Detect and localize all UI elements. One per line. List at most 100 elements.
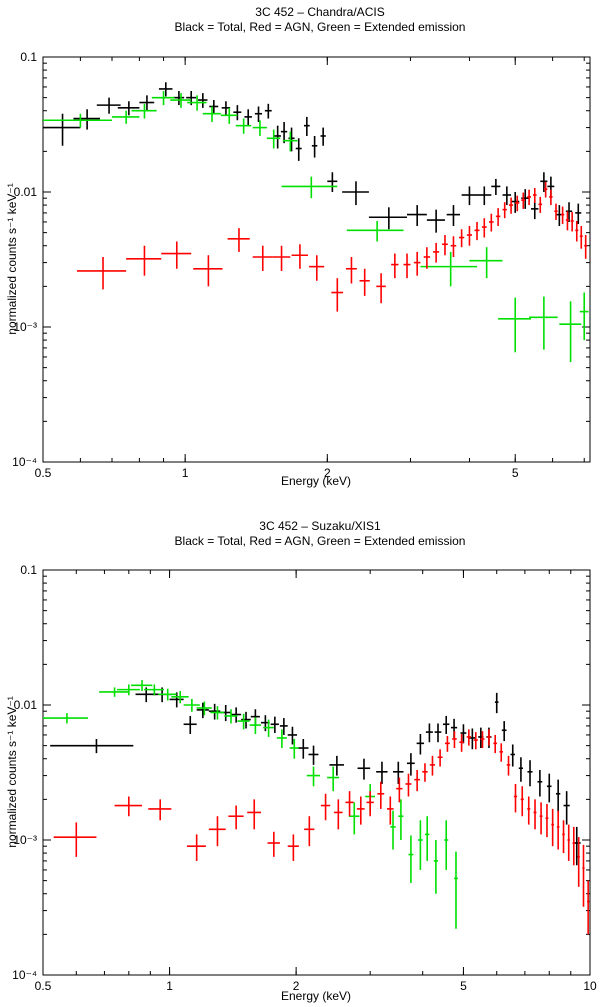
data-point-total: [209, 100, 219, 114]
data-point-extended-emission: [433, 840, 439, 894]
plot-frame: [42, 56, 591, 463]
data-point-total: [491, 178, 501, 196]
data-point-agn: [126, 245, 162, 276]
data-point-total: [501, 721, 507, 742]
data-point-agn: [208, 816, 226, 847]
data-point-total: [233, 105, 242, 121]
data-point-total: [327, 172, 338, 192]
data-point-total: [518, 757, 524, 782]
data-point-extended-emission: [220, 107, 238, 124]
data-point-extended-emission: [224, 709, 238, 724]
y-tick-label: 0.1: [20, 563, 37, 577]
data-point-agn: [489, 213, 494, 232]
data-point-agn: [396, 777, 403, 803]
data-point-total: [434, 723, 442, 743]
data-point-agn: [287, 834, 299, 861]
data-point-extended-emission: [131, 680, 153, 691]
x-tick-label: 10: [583, 979, 597, 993]
data-point-agn: [387, 796, 394, 825]
data-point-agn: [403, 253, 411, 279]
data-point-extended-emission: [171, 690, 189, 704]
data-point-agn: [539, 802, 543, 835]
data-point-agn: [508, 197, 514, 214]
y-tick-label: 0.1: [20, 50, 37, 64]
axis-ticks: 0.5 1 2 5 10 10⁻⁴ 10⁻³ 0.01 0.1: [12, 563, 597, 993]
data-point-agn: [562, 820, 565, 854]
data-point-total: [357, 758, 371, 780]
data-point-agn: [545, 803, 549, 838]
data-point-extended-emission: [183, 698, 200, 712]
data-point-agn: [474, 221, 480, 241]
data-point-total: [416, 733, 425, 755]
data-point-total: [555, 779, 561, 813]
data-marks: [43, 680, 590, 935]
data-point-total: [368, 207, 408, 230]
data-point-total: [43, 113, 81, 146]
data-point-agn: [366, 791, 374, 817]
data-point-agn: [345, 791, 354, 817]
chart-title: 3C 452 – Chandra/ACIS: [255, 5, 384, 19]
data-point-extended-emission: [327, 766, 340, 792]
y-tick-label: 0.01: [14, 185, 38, 199]
data-point-total: [173, 90, 185, 106]
data-point-agn: [433, 242, 440, 263]
data-point-agn: [291, 244, 308, 269]
data-point-total: [231, 707, 242, 723]
data-point-agn: [487, 729, 491, 746]
data-point-total: [254, 106, 263, 123]
data-point-total: [183, 715, 197, 734]
data-point-agn: [76, 257, 127, 290]
data-point-total: [241, 711, 251, 729]
data-point-extended-emission: [196, 701, 212, 716]
data-point-extended-emission: [43, 713, 89, 724]
x-tick-label: 2: [324, 466, 331, 480]
data-point-agn: [499, 743, 504, 762]
plot-frame: [42, 569, 591, 976]
data-point-extended-emission: [252, 120, 267, 136]
data-point-agn: [414, 770, 420, 792]
data-point-total: [460, 724, 467, 744]
x-tick-label: 0.5: [35, 466, 52, 480]
data-point-agn: [551, 808, 554, 847]
data-point-agn: [533, 799, 537, 830]
data-point-agn: [565, 211, 570, 231]
data-point-extended-emission: [420, 251, 478, 287]
data-point-extended-emission: [43, 113, 113, 128]
data-point-total: [575, 203, 582, 224]
data-point-agn: [247, 799, 262, 830]
data-point-agn: [423, 247, 431, 269]
data-point-extended-emission: [151, 90, 175, 106]
y-tick-label: 10⁻⁴: [12, 968, 37, 982]
data-point-agn: [413, 251, 421, 276]
data-point-agn: [570, 212, 574, 232]
data-point-agn: [577, 837, 580, 887]
data-point-extended-emission: [210, 706, 225, 720]
y-axis-label: normalized counts s⁻¹ keV⁻¹: [5, 183, 19, 334]
x-axis-label: Energy (keV): [281, 989, 351, 1003]
data-point-agn: [422, 763, 428, 782]
data-point-agn: [442, 235, 448, 256]
data-point-agn: [228, 805, 244, 830]
data-point-extended-emission: [498, 297, 532, 353]
data-point-total: [461, 186, 478, 206]
data-point-total: [270, 716, 279, 734]
data-point-extended-emission: [276, 729, 287, 749]
data-point-agn: [345, 257, 357, 284]
data-point-total: [158, 82, 173, 97]
data-point-agn: [538, 196, 543, 213]
data-point-agn: [584, 235, 588, 259]
data-point-total: [546, 773, 552, 803]
data-point-extended-emission: [306, 766, 321, 787]
data-point-agn: [377, 781, 385, 809]
x-tick-label: 5: [512, 466, 519, 480]
data-point-total: [279, 718, 288, 735]
data-point-extended-emission: [170, 93, 192, 108]
x-tick-label: 5: [460, 979, 467, 993]
data-point-total: [521, 189, 530, 209]
data-point-total: [196, 702, 209, 719]
data-point-extended-emission: [348, 802, 360, 835]
data-point-agn: [495, 208, 501, 226]
data-point-agn: [304, 816, 315, 847]
data-point-extended-emission: [249, 717, 262, 734]
